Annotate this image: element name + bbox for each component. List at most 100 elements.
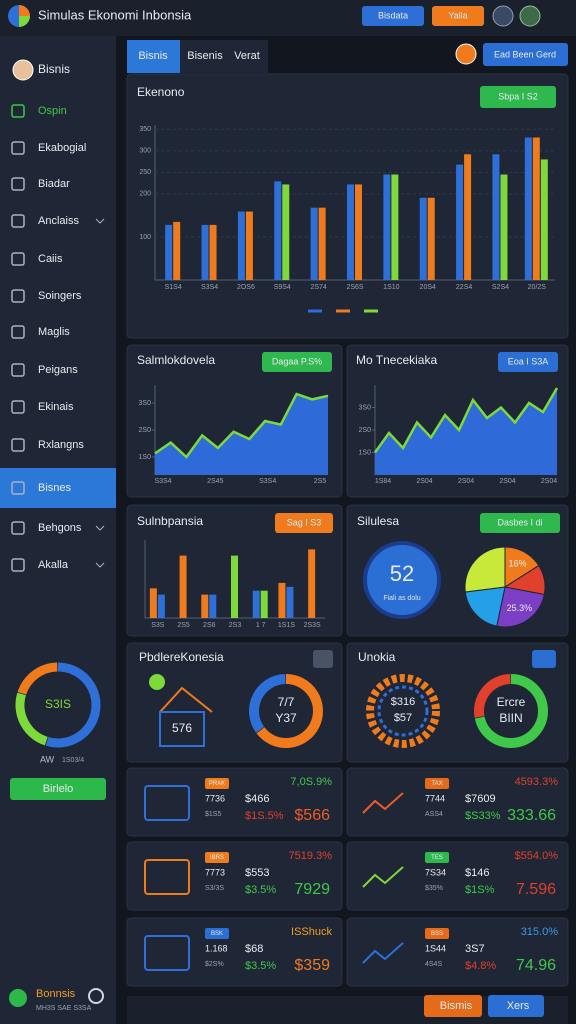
menu-item[interactable]: Ospin bbox=[38, 105, 67, 117]
x-tick-label: S3S bbox=[151, 622, 165, 629]
bar bbox=[260, 590, 268, 618]
y-tick-label: 100 bbox=[139, 234, 151, 241]
card-small: $35% bbox=[425, 885, 443, 892]
x-tick-label: S3S4 bbox=[201, 284, 218, 291]
x-tick-label: 2S5 bbox=[177, 622, 190, 629]
avatar[interactable] bbox=[455, 43, 477, 65]
bar bbox=[318, 207, 326, 280]
x-tick-label: 20/2S bbox=[528, 284, 547, 291]
gauge-ring bbox=[366, 674, 440, 748]
card-bottom: $S33% bbox=[465, 810, 501, 822]
menu-icon bbox=[11, 141, 25, 155]
card-top: $554.0% bbox=[515, 850, 559, 862]
menu-item[interactable]: Soingers bbox=[38, 290, 82, 302]
card-big: 333.66 bbox=[507, 807, 556, 824]
bar bbox=[157, 594, 165, 618]
donut-text: Y37 bbox=[275, 711, 297, 725]
card-top: 7519.3% bbox=[289, 850, 333, 862]
area bbox=[375, 388, 557, 475]
card-small: $2S% bbox=[205, 961, 224, 968]
pie-slice bbox=[464, 546, 506, 593]
donut-segment bbox=[45, 662, 101, 748]
icon-button[interactable] bbox=[313, 650, 333, 668]
x-tick-label: S3S4 bbox=[259, 478, 276, 485]
stat-card bbox=[346, 917, 569, 987]
avatar[interactable] bbox=[492, 5, 514, 27]
bar bbox=[282, 184, 290, 280]
sidebar-button-label[interactable]: Birlelo bbox=[43, 783, 74, 795]
donut-segment bbox=[474, 674, 548, 748]
header-button-label[interactable]: Yaila bbox=[448, 10, 467, 20]
box-label: 576 bbox=[172, 721, 192, 735]
badge[interactable] bbox=[498, 352, 558, 372]
tab[interactable]: Bisnis bbox=[138, 50, 168, 62]
menu-item[interactable]: Peigans bbox=[38, 364, 78, 376]
menu-item[interactable]: Ekabogial bbox=[38, 142, 86, 154]
tab[interactable]: Verat bbox=[234, 50, 260, 62]
x-tick-label: 1S84 bbox=[375, 478, 391, 485]
menu-icon bbox=[11, 177, 25, 191]
bar bbox=[179, 555, 187, 618]
badge[interactable] bbox=[480, 513, 560, 533]
bar bbox=[165, 224, 173, 280]
card-mid: $68 bbox=[245, 943, 263, 955]
footer-button[interactable] bbox=[488, 995, 544, 1017]
bar bbox=[201, 594, 209, 618]
badge-label[interactable]: Eoa I S3A bbox=[508, 356, 549, 366]
bar bbox=[500, 174, 508, 280]
menu-icon bbox=[11, 289, 25, 303]
avatar[interactable] bbox=[519, 5, 541, 27]
card-top: ISShuck bbox=[291, 926, 332, 938]
x-tick-label: 2S3S bbox=[304, 622, 321, 629]
menu-item[interactable]: Bisnes bbox=[38, 482, 72, 494]
badge[interactable] bbox=[480, 86, 556, 108]
footer-button[interactable] bbox=[424, 995, 482, 1017]
chevron bbox=[95, 525, 105, 531]
badge-label[interactable]: Sbpa I S2 bbox=[498, 91, 538, 101]
action-button[interactable] bbox=[483, 43, 568, 66]
tab[interactable]: Bisenis bbox=[187, 50, 223, 62]
house-icon bbox=[149, 674, 213, 747]
footer-sub: MH3S SAE S3SA bbox=[36, 1005, 92, 1012]
menu-item[interactable]: Biadar bbox=[38, 178, 70, 190]
icon-button[interactable] bbox=[532, 650, 556, 668]
bar bbox=[201, 224, 209, 280]
badge-label[interactable]: Dagaa P.S% bbox=[272, 356, 322, 366]
card-badge bbox=[425, 778, 449, 789]
badge-label[interactable]: Sag I S3 bbox=[287, 517, 322, 527]
menu-item[interactable]: Rxlangns bbox=[38, 439, 84, 451]
card-badge-label: BSK bbox=[211, 931, 223, 937]
chevron bbox=[95, 218, 105, 224]
card-icon bbox=[144, 785, 190, 821]
bar bbox=[237, 211, 245, 280]
footer-button-label[interactable]: Xers bbox=[507, 1000, 530, 1012]
card-bottom: $1S% bbox=[465, 884, 495, 896]
menu-item[interactable]: Maglis bbox=[38, 326, 70, 338]
menu-item[interactable]: Akalla bbox=[38, 559, 69, 571]
x-tick-label: S3S4 bbox=[154, 478, 171, 485]
badge-label[interactable]: Dasbes I di bbox=[497, 517, 542, 527]
card-bottom: $3.5% bbox=[245, 884, 276, 896]
footer-button-label[interactable]: Bismis bbox=[440, 1000, 473, 1012]
x-tick-label: S9S4 bbox=[274, 284, 291, 291]
bubble-value: 52 bbox=[390, 561, 414, 586]
menu-icon bbox=[11, 400, 25, 414]
menu-item[interactable]: Anclaiss bbox=[38, 215, 79, 227]
badge[interactable] bbox=[275, 513, 333, 533]
card-badge-label: TAX bbox=[431, 781, 442, 787]
card-small: 7773 bbox=[205, 867, 225, 877]
badge[interactable] bbox=[262, 352, 332, 372]
menu-item[interactable]: Ekinais bbox=[38, 401, 74, 413]
action-button-label[interactable]: Ead Been Gerd bbox=[494, 49, 556, 59]
bar bbox=[278, 582, 286, 618]
bar bbox=[391, 174, 399, 280]
bar bbox=[419, 197, 427, 280]
menu-item[interactable]: Behgons bbox=[38, 522, 82, 534]
header-button-label[interactable]: Bisdata bbox=[378, 10, 408, 20]
sidebar-button[interactable] bbox=[10, 778, 106, 800]
card-small: ASS4 bbox=[425, 811, 443, 818]
menu-item[interactable]: Caiis bbox=[38, 253, 63, 265]
header-button[interactable] bbox=[362, 6, 424, 26]
header-button[interactable] bbox=[432, 6, 484, 26]
card-badge-label: TES bbox=[431, 855, 443, 861]
